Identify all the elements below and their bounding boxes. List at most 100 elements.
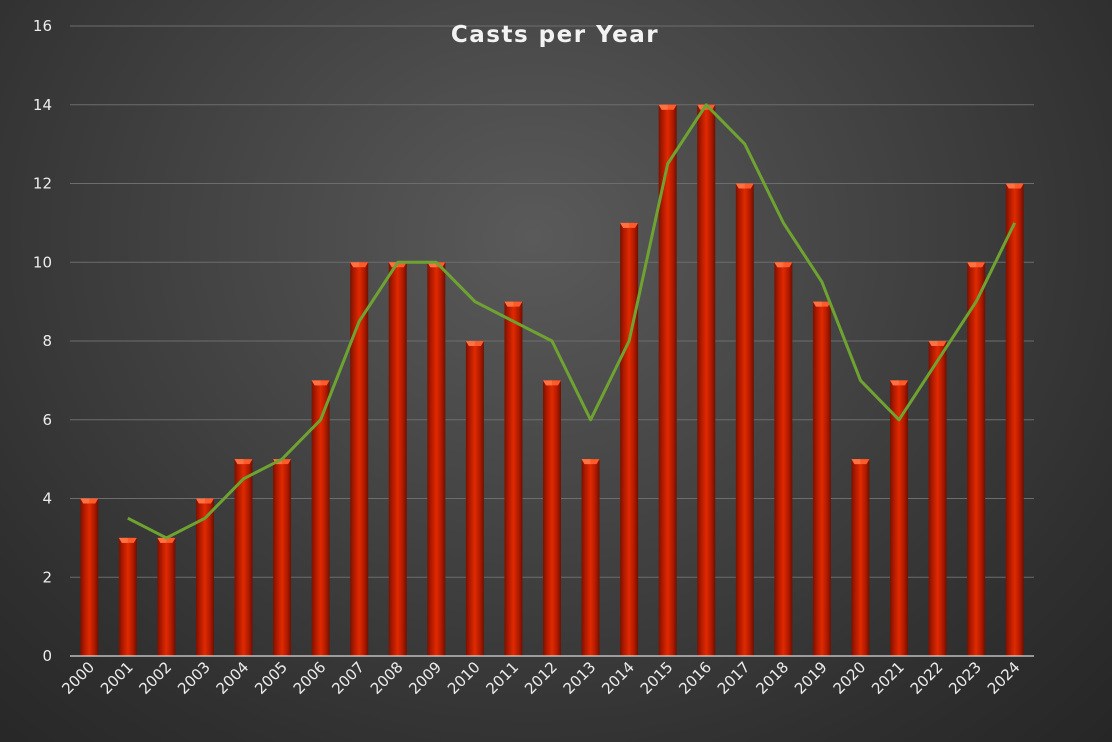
x-tick-label: 2005 xyxy=(251,658,291,698)
x-tick-label: 2017 xyxy=(714,658,754,698)
bar-2019 xyxy=(812,301,831,656)
moving-average-line xyxy=(127,103,1017,540)
bar-2020 xyxy=(851,459,870,656)
bar-body xyxy=(80,498,99,656)
bar-2000 xyxy=(80,498,99,656)
bar-cap-highlight xyxy=(1005,183,1015,189)
bar-2023 xyxy=(967,262,986,656)
bar-cap-highlight xyxy=(504,301,514,307)
y-tick-label: 14 xyxy=(33,96,52,114)
bar-body xyxy=(697,104,716,656)
bar-body xyxy=(658,104,677,656)
moving-average-series xyxy=(127,103,1017,540)
bar-2013 xyxy=(581,459,600,656)
bar-body xyxy=(543,380,561,656)
bar-body xyxy=(350,262,369,656)
bar-body xyxy=(273,459,292,656)
x-tick-label: 2024 xyxy=(984,658,1024,698)
bar-cap-highlight xyxy=(311,380,321,386)
bar-cap-highlight xyxy=(851,459,861,465)
bar-body xyxy=(890,380,909,656)
bar-2012 xyxy=(543,380,561,656)
bar-cap-highlight xyxy=(195,498,205,504)
bar-2008 xyxy=(388,262,407,656)
bar-body xyxy=(928,341,947,656)
bar-cap-highlight xyxy=(967,262,977,268)
bar-2004 xyxy=(234,459,253,656)
x-tick-label: 2007 xyxy=(328,658,368,698)
bar-body xyxy=(311,380,330,656)
bar-body xyxy=(620,222,639,656)
x-tick-label: 2022 xyxy=(907,658,947,698)
bar-2010 xyxy=(465,341,484,656)
bar-cap-highlight xyxy=(928,341,938,346)
bar-cap-highlight xyxy=(735,183,745,189)
bar-2001 xyxy=(118,537,137,656)
x-tick-label: 2015 xyxy=(637,658,677,698)
x-tick-label: 2009 xyxy=(405,658,445,698)
x-tick-label: 2021 xyxy=(868,658,908,698)
bar-2002 xyxy=(157,537,176,656)
x-tick-label: 2020 xyxy=(830,658,870,698)
chart-title: Casts per Year xyxy=(451,22,659,48)
bar-cap-highlight xyxy=(543,380,552,386)
bar-2014 xyxy=(620,222,639,656)
bar-cap-highlight xyxy=(581,459,591,465)
bar-2007 xyxy=(350,262,369,656)
x-tick-label: 2019 xyxy=(791,658,831,698)
y-tick-label: 8 xyxy=(42,332,52,350)
bar-body xyxy=(1005,183,1024,656)
x-axis: 2000200120022003200420052006200720082009… xyxy=(58,655,1034,698)
x-tick-label: 2001 xyxy=(97,658,137,698)
bar-body xyxy=(465,341,484,656)
x-tick-label: 2006 xyxy=(290,658,330,698)
bar-body xyxy=(388,262,407,656)
bar-body xyxy=(812,301,831,656)
bar-body xyxy=(195,498,214,656)
bar-2024 xyxy=(1005,183,1024,656)
bar-body xyxy=(427,262,446,656)
y-tick-label: 2 xyxy=(42,568,52,586)
bar-cap-highlight xyxy=(118,537,128,543)
bar-cap-highlight xyxy=(350,262,360,268)
bar-series xyxy=(80,104,1024,656)
bar-2003 xyxy=(195,498,214,656)
x-tick-label: 2002 xyxy=(135,658,175,698)
bar-2009 xyxy=(427,262,446,656)
y-tick-label: 12 xyxy=(33,175,52,193)
bar-body xyxy=(774,262,793,656)
bar-cap-highlight xyxy=(812,301,822,307)
bar-2018 xyxy=(774,262,793,656)
bar-2015 xyxy=(658,104,677,656)
y-tick-label: 0 xyxy=(42,647,52,665)
bar-2011 xyxy=(504,301,523,656)
y-tick-label: 4 xyxy=(42,490,52,508)
x-tick-label: 2012 xyxy=(521,658,561,698)
bar-body xyxy=(504,301,523,656)
x-tick-label: 2003 xyxy=(174,658,214,698)
bar-body xyxy=(967,262,986,656)
x-tick-label: 2023 xyxy=(945,658,985,698)
x-tick-label: 2016 xyxy=(675,658,715,698)
bar-body xyxy=(735,183,754,656)
bar-2005 xyxy=(273,459,292,656)
bar-cap-highlight xyxy=(157,537,167,543)
x-tick-label: 2011 xyxy=(483,658,523,698)
x-tick-label: 2014 xyxy=(598,658,638,698)
bar-body xyxy=(234,459,253,656)
bar-cap-highlight xyxy=(80,498,90,504)
bar-cap-highlight xyxy=(890,380,900,386)
bar-2022 xyxy=(928,341,947,656)
x-tick-label: 2013 xyxy=(560,658,600,698)
x-tick-label: 2018 xyxy=(752,658,792,698)
bar-cap-highlight xyxy=(465,341,475,346)
bar-2021 xyxy=(890,380,909,656)
bar-body xyxy=(851,459,870,656)
y-axis: 0 2 4 6 8 10 12 14 16 xyxy=(33,17,52,665)
x-tick-label: 2008 xyxy=(367,658,407,698)
x-tick-label: 2004 xyxy=(213,658,253,698)
bar-2016 xyxy=(697,104,716,656)
bar-cap-highlight xyxy=(774,262,784,268)
bar-2006 xyxy=(311,380,330,656)
